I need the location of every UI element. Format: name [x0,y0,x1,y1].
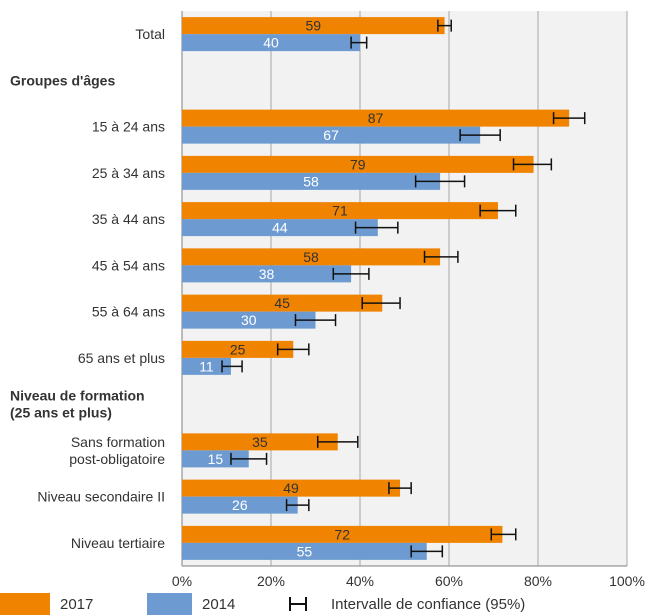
bar-2017 [182,525,503,543]
bar-2017 [182,433,338,451]
data-label-2014: 38 [259,266,275,282]
data-label-2017: 45 [274,295,290,311]
bar-2014 [182,311,316,329]
bar-2017 [182,340,294,358]
category-label: 45 à 54 ans [92,257,165,273]
bar-2014 [182,450,249,468]
bar-2017 [182,248,441,266]
data-label-2017: 59 [305,18,321,34]
data-label-2014: 40 [263,35,279,51]
legend-item-ci: Intervalle de confiance (95%) [289,593,525,615]
data-label-2017: 87 [368,110,384,126]
legend-swatch-2014 [147,593,192,615]
bar-2017 [182,109,570,127]
bar-2014 [182,357,231,375]
data-label-2014: 30 [241,312,257,328]
legend-swatch-2017 [0,593,50,615]
category-label: 15 à 24 ans [92,119,165,135]
data-label-2017: 79 [350,156,366,172]
bar-2017 [182,202,498,220]
data-label-2017: 35 [252,434,268,450]
legend-label-2017: 2017 [60,595,94,613]
bar-2017 [182,155,534,173]
legend-item-2017: 2017 [0,593,93,615]
bar-2017 [182,294,383,312]
data-label-2017: 71 [332,203,348,219]
category-label: Niveau secondaire II [37,489,165,505]
bar-2014 [182,542,427,560]
data-label-2014: 44 [272,220,288,236]
category-heading: Groupes d'âges [10,72,115,88]
legend-item-2014: 2014 [147,593,235,615]
data-label-2014: 11 [199,358,214,374]
legend: 2017 2014 Intervalle de confiance (95%) [0,593,650,615]
category-label: 25 à 34 ans [92,165,165,181]
bar-2014 [182,172,441,190]
legend-label-2014: 2014 [202,595,236,613]
data-label-2014: 55 [297,543,313,559]
bar-2017 [182,479,401,497]
x-tick-label: 80% [524,573,552,589]
data-label-2017: 25 [230,341,246,357]
confidence-interval-icon [289,597,307,611]
bar-2014 [182,265,352,283]
category-label: 65 ans et plus [78,350,165,366]
data-label-2014: 26 [232,497,248,513]
bar-2014 [182,496,298,514]
data-label-2017: 72 [334,526,350,542]
data-label-2014: 67 [323,127,339,143]
bar-2014 [182,219,378,237]
category-label: 55 à 64 ans [92,304,165,320]
category-label: Sans formation post-obligatoire [69,434,165,467]
data-label-2014: 58 [303,173,319,189]
x-tick-label: 0% [172,573,192,589]
x-tick-label: 60% [435,573,463,589]
x-tick-label: 100% [609,573,645,589]
plot-area [182,11,627,566]
x-tick-label: 20% [257,573,285,589]
bar-2014 [182,126,481,144]
category-label: Niveau tertiaire [71,535,165,551]
category-heading: Niveau de formation (25 ans et plus) [10,388,145,421]
legend-label-ci: Intervalle de confiance (95%) [331,595,526,613]
bar-chart: 0% 20% 40% 60% 80% 100% Total Groupes d'âges 15 … [10,11,645,589]
data-label-2017: 58 [303,249,319,265]
data-label-2014: 15 [208,451,224,467]
data-label-2017: 49 [283,480,299,496]
x-tick-label: 40% [346,573,374,589]
category-label: Total [135,26,165,42]
category-label: 35 à 44 ans [92,211,165,227]
bar-2014 [182,34,360,52]
bar-2017 [182,17,445,35]
